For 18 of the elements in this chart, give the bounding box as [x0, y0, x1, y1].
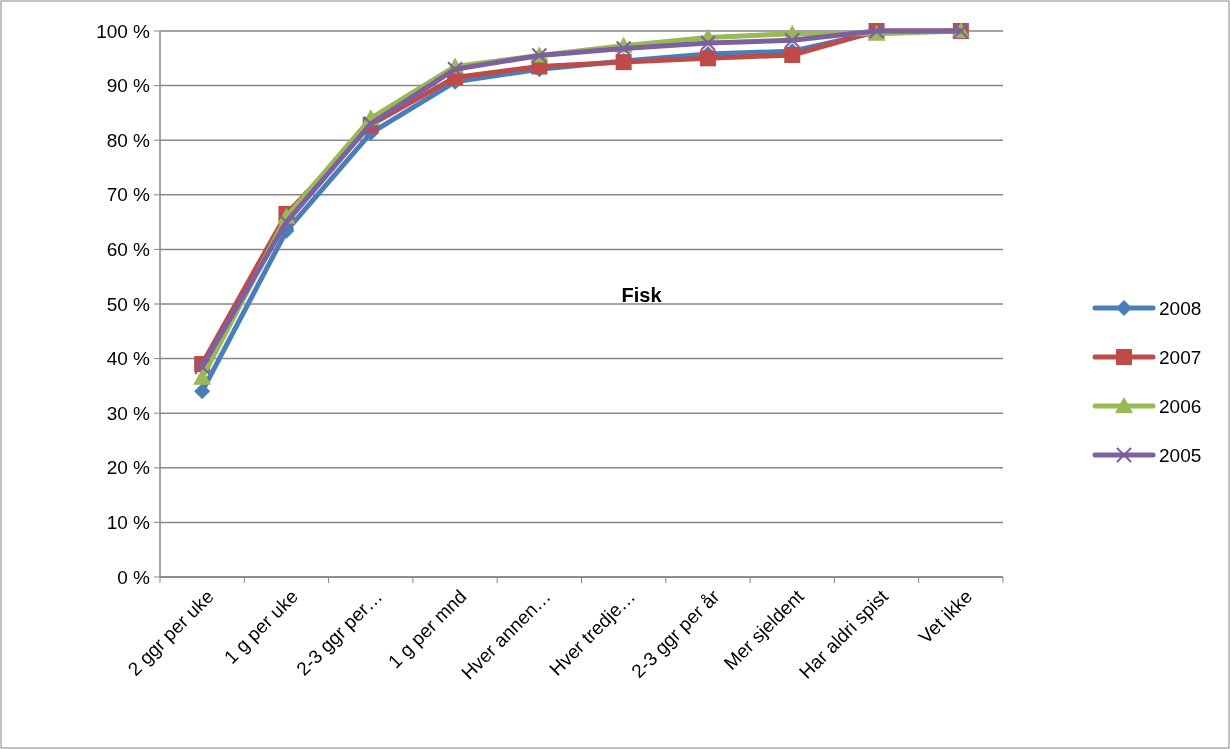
y-tick-label: 60 %	[106, 239, 151, 261]
legend-label: 2005	[1159, 444, 1202, 466]
legend-label: 2006	[1159, 395, 1202, 417]
y-tick-label: 10 %	[106, 512, 151, 534]
legend-label: 2008	[1159, 297, 1202, 319]
x-tick-label: 2 ggr per uke	[123, 585, 218, 680]
y-tick-label: 70 %	[106, 184, 151, 206]
text: Fisk	[621, 284, 663, 306]
y-tick-label: 90 %	[106, 75, 151, 97]
y-tick-label: 30 %	[106, 402, 151, 424]
y-tick-label: 100 %	[96, 20, 151, 42]
y-tick-label: 0 %	[117, 566, 151, 588]
x-tick-label: Vet ikke	[914, 585, 977, 648]
y-tick-label: 50 %	[106, 293, 151, 315]
y-tick-label: 80 %	[106, 129, 151, 151]
legend-label: 2007	[1159, 346, 1202, 368]
y-tick-label: 20 %	[106, 457, 151, 479]
y-tick-label: 40 %	[106, 348, 151, 370]
